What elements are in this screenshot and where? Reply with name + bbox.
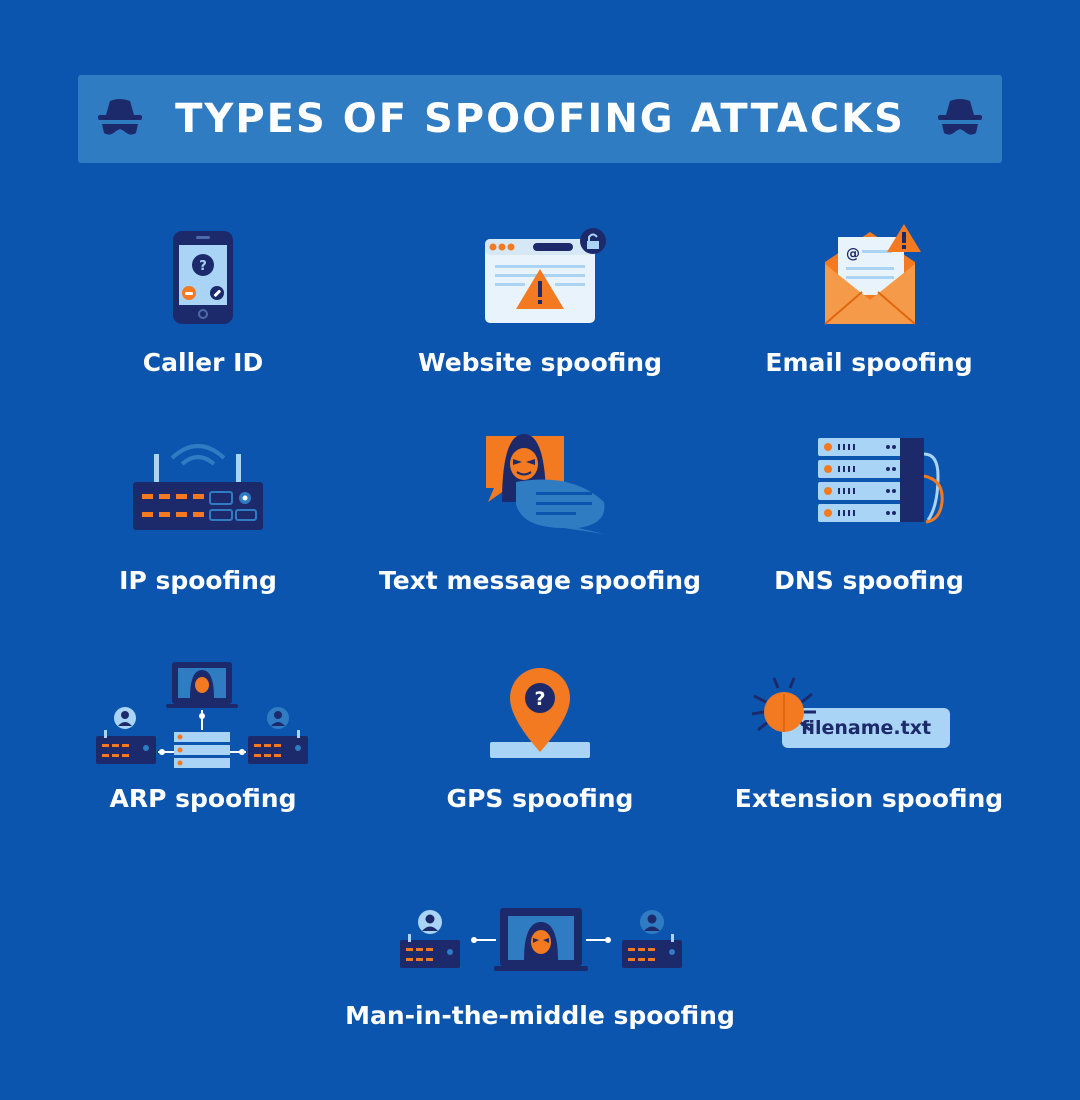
- item-label-caller-id: Caller ID: [142, 348, 264, 377]
- item-label-man-in-the-middle-spoofing: Man-in-the-middle spoofing: [345, 1001, 735, 1030]
- man-in-the-middle-icon: [400, 908, 682, 971]
- bug-file-icon: filename.txt: [752, 676, 954, 752]
- envelope-warning-icon: @: [824, 224, 921, 325]
- svg-text:?: ?: [199, 259, 207, 274]
- smartphone-call-icon: ?: [173, 231, 233, 324]
- spy-hat-icon: [938, 99, 982, 135]
- browser-warning-icon: [485, 228, 606, 323]
- item-label-website-spoofing: Website spoofing: [418, 348, 662, 377]
- filename-tag: filename.txt: [782, 708, 950, 748]
- filename-text: filename.txt: [800, 717, 932, 739]
- svg-text:?: ?: [534, 688, 545, 710]
- bug-icon: [752, 677, 816, 732]
- spy-hat-icon: [98, 99, 142, 135]
- item-label-arp-spoofing: ARP spoofing: [109, 784, 297, 813]
- svg-text:@: @: [846, 246, 860, 262]
- router-icon: [133, 444, 263, 530]
- item-label-dns-spoofing: DNS spoofing: [774, 566, 964, 595]
- item-label-ip-spoofing: IP spoofing: [119, 566, 277, 595]
- title-banner: TYPES OF SPOOFING ATTACKS: [78, 75, 1002, 163]
- item-label-text-message-spoofing: Text message spoofing: [378, 566, 702, 595]
- map-pin-question-icon: ?: [490, 668, 590, 758]
- network-hacker-icon: [96, 662, 308, 768]
- item-label-extension-spoofing: Extension spoofing: [734, 784, 1004, 813]
- page-title: TYPES OF SPOOFING ATTACKS: [175, 96, 905, 142]
- item-label-email-spoofing: Email spoofing: [765, 348, 973, 377]
- hacker-chat-icon: [486, 434, 605, 534]
- server-rack-icon: [818, 438, 944, 524]
- item-label-gps-spoofing: GPS spoofing: [446, 784, 634, 813]
